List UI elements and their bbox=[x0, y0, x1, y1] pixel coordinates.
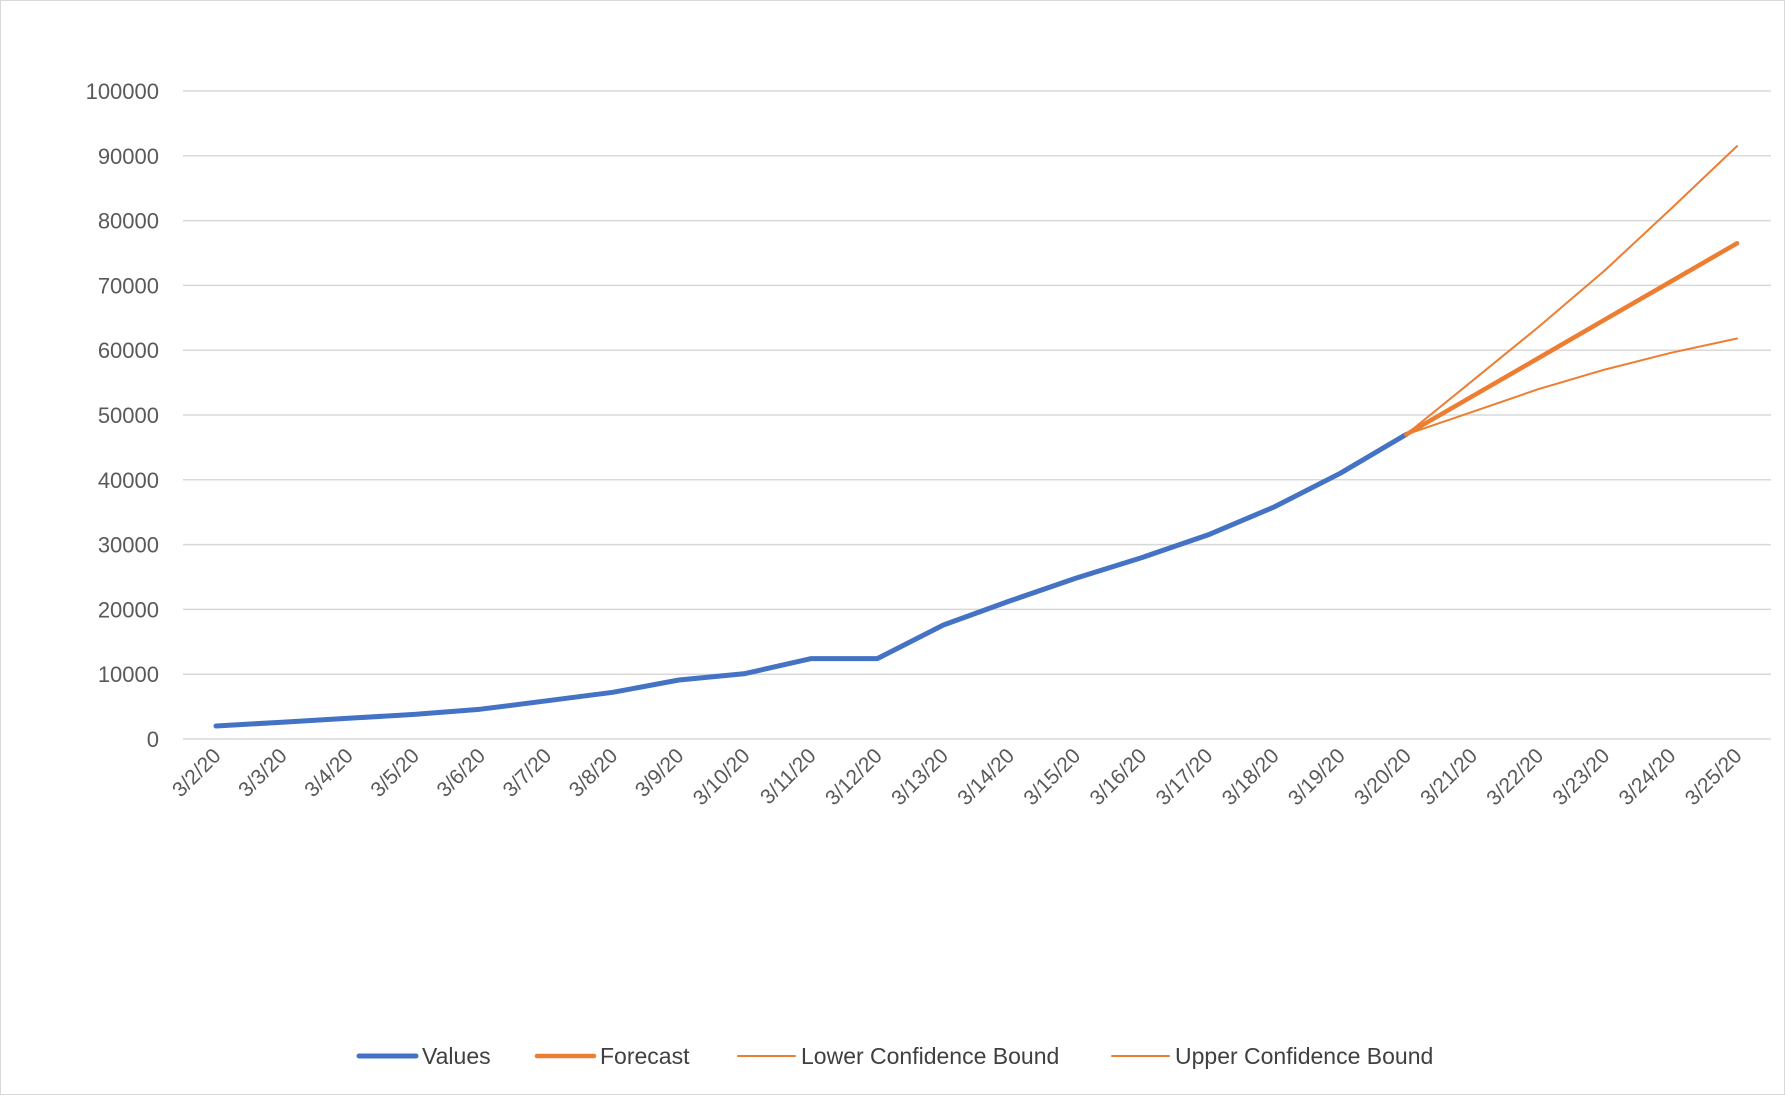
y-tick-label: 60000 bbox=[98, 338, 159, 363]
y-tick-label: 10000 bbox=[98, 662, 159, 687]
y-tick-label: 50000 bbox=[98, 403, 159, 428]
x-tick-label: 3/25/20 bbox=[1681, 744, 1747, 810]
x-tick-label: 3/5/20 bbox=[366, 744, 424, 802]
x-tick-label: 3/4/20 bbox=[300, 744, 358, 802]
series-line-lower-confidence-bound bbox=[1405, 337, 1738, 436]
x-tick-label: 3/17/20 bbox=[1152, 744, 1218, 810]
y-tick-label: 70000 bbox=[98, 273, 159, 298]
x-tick-label: 3/10/20 bbox=[689, 744, 755, 810]
x-tick-label: 3/23/20 bbox=[1548, 744, 1614, 810]
legend-label: Forecast bbox=[600, 1043, 690, 1069]
y-tick-label: 100000 bbox=[86, 79, 159, 104]
x-tick-label: 3/9/20 bbox=[631, 744, 689, 802]
x-tick-label: 3/20/20 bbox=[1350, 744, 1416, 810]
x-tick-label: 3/14/20 bbox=[953, 744, 1019, 810]
x-tick-label: 3/15/20 bbox=[1019, 744, 1085, 810]
x-tick-label: 3/13/20 bbox=[887, 744, 953, 810]
series-line-upper-confidence-bound bbox=[1405, 145, 1738, 436]
x-tick-label: 3/3/20 bbox=[234, 744, 292, 802]
x-tick-label: 3/7/20 bbox=[499, 744, 557, 802]
gridlines bbox=[183, 90, 1771, 740]
x-tick-label: 3/16/20 bbox=[1086, 744, 1152, 810]
x-tick-label: 3/21/20 bbox=[1416, 744, 1482, 810]
x-tick-label: 3/11/20 bbox=[756, 744, 821, 809]
x-tick-label: 3/24/20 bbox=[1615, 744, 1681, 810]
series-line-values bbox=[213, 431, 1409, 729]
y-tick-label: 0 bbox=[147, 727, 159, 752]
x-tick-label: 3/8/20 bbox=[565, 744, 623, 802]
series-line-forecast bbox=[1404, 241, 1740, 437]
x-axis-ticks: 3/2/20 3/3/20 3/4/20 3/5/20 3/6/20 3/7/20 3/8/… bbox=[168, 744, 1747, 810]
x-tick-label: 3/22/20 bbox=[1482, 744, 1548, 810]
legend-label: Values bbox=[422, 1043, 491, 1069]
legend-label: Upper Confidence Bound bbox=[1175, 1043, 1433, 1069]
y-tick-label: 40000 bbox=[98, 468, 159, 493]
x-tick-label: 3/12/20 bbox=[821, 744, 887, 810]
y-tick-label: 30000 bbox=[98, 533, 159, 558]
y-tick-label: 20000 bbox=[98, 597, 159, 622]
y-tick-label: 80000 bbox=[98, 209, 159, 234]
x-tick-label: 3/18/20 bbox=[1218, 744, 1284, 810]
legend: Values Forecast Lower Confidence Bound Uppe… bbox=[356, 1043, 1433, 1069]
y-axis-ticks: 0 10000 20000 30000 40000 50000 60000 70000 8000… bbox=[86, 79, 159, 752]
x-tick-label: 3/6/20 bbox=[433, 744, 491, 802]
x-tick-label: 3/19/20 bbox=[1284, 744, 1350, 810]
x-tick-label: 3/2/20 bbox=[168, 744, 226, 802]
legend-label: Lower Confidence Bound bbox=[801, 1043, 1059, 1069]
series-lines bbox=[213, 145, 1740, 729]
y-tick-label: 90000 bbox=[98, 144, 159, 169]
